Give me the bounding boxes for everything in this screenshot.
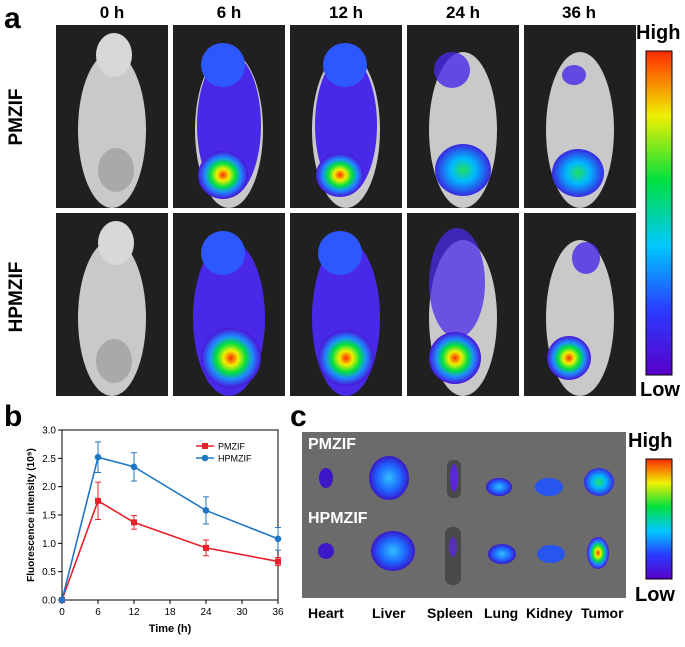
colorbar-c-high-label: High <box>628 430 673 452</box>
mouse-image-hpmzif-24h <box>407 213 519 396</box>
y-tick-label: 0.0 <box>42 596 56 607</box>
legend-marker <box>201 454 209 462</box>
organ-label-kidney: Kidney <box>526 605 573 621</box>
mouse-image-hpmzif-6h <box>173 213 285 396</box>
data-point <box>203 544 209 551</box>
mouse-image-pmzif-12h <box>290 25 402 208</box>
x-tick-label: 30 <box>236 607 248 618</box>
data-point <box>274 535 282 543</box>
series-line-pmzif <box>61 499 279 601</box>
data-point <box>130 463 138 471</box>
legend-label-hpmzif: HPMZIF <box>218 454 252 464</box>
colorbar-high-label: High <box>636 22 681 44</box>
y-tick-label: 2.5 <box>42 454 56 465</box>
data-point <box>94 453 102 461</box>
colorbar-gradient <box>645 50 673 376</box>
x-tick-label: 24 <box>200 607 212 618</box>
y-tick-label: 1.0 <box>42 539 56 550</box>
colorbar-c-gradient <box>645 458 673 580</box>
x-tick-label: 18 <box>164 607 176 618</box>
organ-label-lung: Lung <box>484 605 519 621</box>
mouse-image-hpmzif-12h <box>290 213 402 396</box>
y-tick-label: 0.5 <box>42 567 56 578</box>
data-point <box>131 519 137 526</box>
organ-label-spleen: Spleen <box>427 605 473 621</box>
x-tick-label: 36 <box>272 607 284 618</box>
legend-label-pmzif: PMZIF <box>218 442 245 452</box>
row-label-hpmzif: HPMZIF <box>6 261 27 333</box>
organ-label-heart: Heart <box>308 605 344 621</box>
timepoint-label: 24 h <box>445 3 481 22</box>
series-line-hpmzif <box>61 456 279 601</box>
x-tick-label: 12 <box>128 607 140 618</box>
group-label-hpmzif: HPMZIF <box>308 510 368 527</box>
data-point <box>275 558 281 565</box>
timepoint-label: 0 h <box>99 3 125 22</box>
data-point <box>58 596 66 604</box>
timepoint-label: 36 h <box>561 3 597 22</box>
data-point <box>202 507 210 514</box>
ex-vivo-organ-image: PMZIF HPMZIF <box>302 432 626 598</box>
panel-a-letter: a <box>4 2 21 35</box>
x-tick-label: 0 <box>59 607 65 618</box>
row-label-pmzif: PMZIF <box>6 88 27 146</box>
organ-label-liver: Liver <box>372 605 406 621</box>
mouse-image-pmzif-36h <box>524 25 636 208</box>
panel-c-letter: c <box>290 400 307 433</box>
data-point <box>95 497 101 504</box>
mouse-image-pmzif-0h <box>56 25 168 208</box>
group-label-pmzif: PMZIF <box>308 436 356 453</box>
mouse-image-hpmzif-0h <box>56 213 168 396</box>
mouse-image-pmzif-6h <box>173 25 285 208</box>
y-tick-label: 3.0 <box>42 426 56 437</box>
timepoint-label: 12 h <box>328 3 364 22</box>
mouse-image-hpmzif-36h <box>524 213 636 396</box>
mouse-image-pmzif-24h <box>407 25 519 208</box>
colorbar-c-low-label: Low <box>635 584 675 606</box>
panel-b-letter: b <box>4 400 23 433</box>
x-tick-label: 6 <box>95 607 101 618</box>
fluorescence-line-chart: 0 6 12 18 24 30 36 0.0 0.5 1.0 1.5 2.0 2.5 3.0 Time (h… <box>26 426 284 636</box>
x-axis-label: Time (h) <box>149 623 192 635</box>
colorbar-low-label: Low <box>640 379 680 401</box>
organ-label-tumor: Tumor <box>581 605 624 621</box>
y-axis-label: Fluorescence intensity (10⁹) <box>26 448 37 582</box>
y-tick-label: 1.5 <box>42 511 56 522</box>
timepoint-label: 6 h <box>216 3 242 22</box>
y-tick-label: 2.0 <box>42 482 56 493</box>
legend-marker <box>202 443 208 449</box>
